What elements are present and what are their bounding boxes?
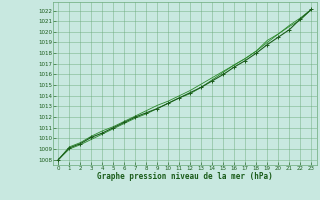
X-axis label: Graphe pression niveau de la mer (hPa): Graphe pression niveau de la mer (hPa) (97, 172, 273, 181)
